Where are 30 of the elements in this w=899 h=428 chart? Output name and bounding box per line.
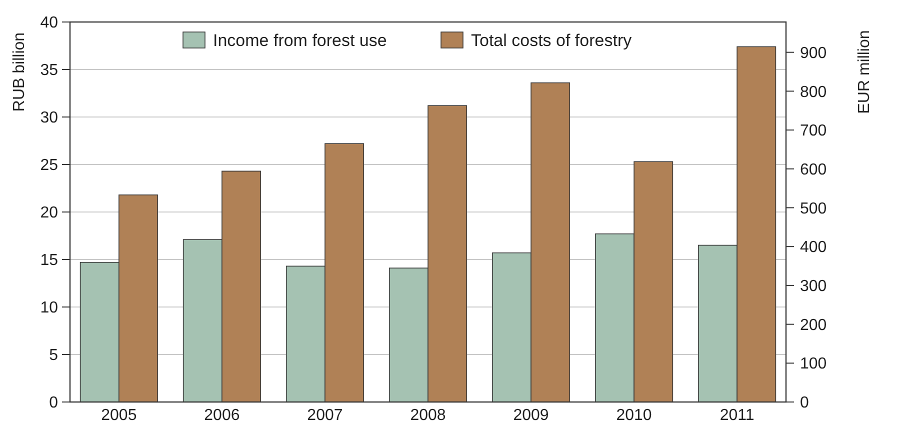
y-tick-label: 0 [49, 394, 58, 412]
y-tick-label: 35 [40, 62, 58, 80]
x-tick-label: 2005 [101, 407, 137, 424]
y2-tick-label: 600 [800, 161, 827, 178]
y-axis-title: RUB billion [11, 32, 28, 112]
y2-tick-label: 200 [800, 316, 827, 334]
y2-tick-label: 0 [800, 394, 809, 412]
x-tick-label: 2007 [307, 407, 343, 424]
y2-tick-label: 700 [800, 122, 827, 140]
y2-axis-title: EUR million [856, 30, 873, 114]
y2-tick-label: 900 [800, 44, 827, 62]
y-tick-label: 25 [40, 157, 58, 174]
legend-label: Total costs of forestry [471, 30, 632, 50]
y-tick-label: 40 [40, 14, 58, 32]
y2-tick-label: 300 [800, 278, 827, 296]
y2-tick-label: 100 [800, 356, 827, 373]
y2-tick-label: 500 [800, 200, 827, 218]
x-tick-label: 2011 [720, 407, 754, 424]
x-tick-label: 2010 [616, 407, 652, 424]
y-tick-label: 10 [40, 300, 58, 317]
y-tick-label: 30 [40, 110, 58, 127]
x-tick-label: 2009 [513, 407, 549, 424]
x-tick-label: 2008 [410, 407, 446, 424]
y2-tick-label: 400 [800, 239, 827, 256]
y2-tick-label: 800 [800, 84, 827, 101]
y-tick-label: 15 [40, 252, 58, 270]
legend-label: Income from forest use [213, 30, 387, 50]
y-tick-label: 20 [40, 204, 58, 222]
x-tick-label: 2006 [204, 407, 240, 424]
y-tick-label: 5 [49, 347, 58, 364]
